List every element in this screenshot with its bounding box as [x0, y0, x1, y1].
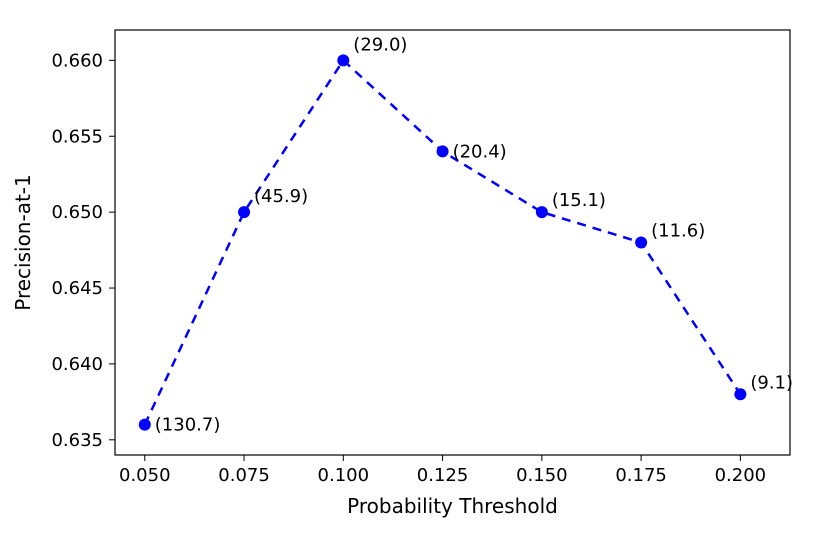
data-point	[437, 145, 449, 157]
y-tick-label: 0.650	[51, 202, 103, 223]
x-tick-label: 0.075	[218, 465, 270, 486]
y-tick-label: 0.645	[51, 278, 103, 299]
y-axis-label: Precision-at-1	[11, 174, 35, 311]
data-point	[337, 54, 349, 66]
y-tick-label: 0.660	[51, 50, 103, 71]
point-annotation: (130.7)	[155, 415, 221, 436]
x-tick-label: 0.050	[119, 465, 171, 486]
data-point	[635, 237, 647, 249]
y-tick-label: 0.655	[51, 126, 103, 147]
point-annotation: (29.0)	[353, 34, 407, 55]
data-point	[238, 206, 250, 218]
point-annotation: (20.4)	[453, 141, 507, 162]
x-tick-label: 0.175	[615, 465, 667, 486]
data-point	[139, 419, 151, 431]
point-annotation: (15.1)	[552, 190, 606, 211]
plot-frame	[115, 30, 790, 455]
x-tick-label: 0.125	[417, 465, 469, 486]
x-tick-label: 0.150	[516, 465, 568, 486]
x-tick-label: 0.200	[715, 465, 767, 486]
point-annotation: (9.1)	[750, 372, 793, 393]
series-line	[145, 60, 741, 424]
data-point	[734, 388, 746, 400]
precision-threshold-chart: 0.050 0.075 0.100 0.125 0.150 0.175 0.200 0.635…	[0, 0, 822, 534]
x-tick-label: 0.100	[318, 465, 370, 486]
y-tick-label: 0.640	[51, 354, 103, 375]
data-point	[536, 206, 548, 218]
point-annotation: (11.6)	[651, 221, 705, 242]
point-annotation: (45.9)	[254, 186, 308, 207]
chart-svg: 0.050 0.075 0.100 0.125 0.150 0.175 0.200 0.635…	[0, 0, 822, 534]
y-tick-label: 0.635	[51, 430, 103, 451]
x-axis-label: Probability Threshold	[347, 494, 558, 518]
